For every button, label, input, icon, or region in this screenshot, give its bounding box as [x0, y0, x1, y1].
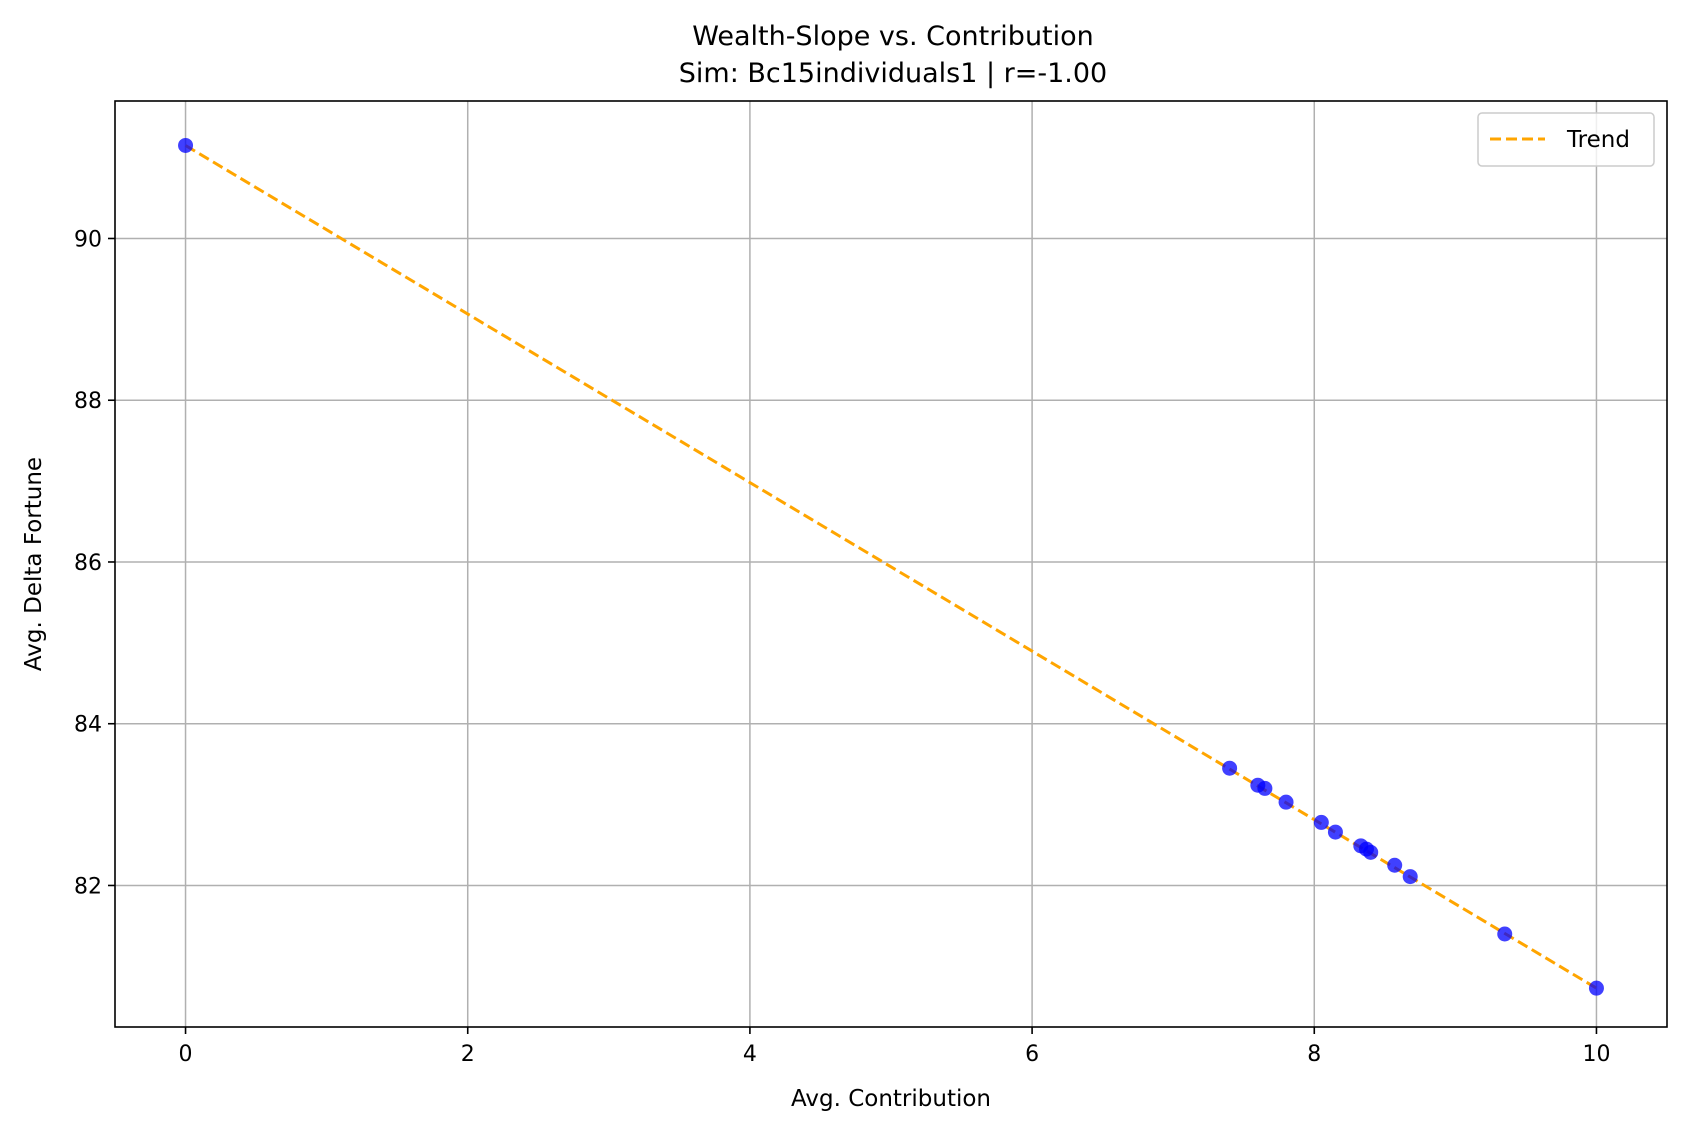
y-tick-label-0: 82 — [74, 874, 102, 899]
x-tick-label-4: 8 — [1307, 1042, 1321, 1067]
grid-lines — [115, 101, 1667, 1027]
y-tick-label-2: 86 — [74, 551, 102, 576]
y-axis-ticks: 82 84 86 88 90 — [74, 227, 115, 899]
chart-title: Wealth-Slope vs. Contribution — [692, 21, 1094, 52]
y-tick-label-1: 84 — [74, 713, 102, 738]
y-tick-label-4: 90 — [74, 227, 102, 252]
x-tick-label-2: 4 — [743, 1042, 757, 1067]
y-tick-label-3: 88 — [74, 389, 102, 414]
plot-frame — [114, 100, 1668, 1028]
data-point-13 — [1588, 980, 1604, 996]
data-point-5 — [1313, 814, 1329, 830]
data-point-10 — [1387, 857, 1403, 873]
x-axis-label: Avg. Contribution — [791, 1086, 991, 1112]
x-tick-label-1: 2 — [461, 1042, 475, 1067]
data-point-4 — [1278, 794, 1294, 810]
legend-box — [1477, 112, 1655, 167]
data-point-0 — [178, 137, 194, 153]
data-point-6 — [1327, 824, 1343, 840]
x-tick-label-5: 10 — [1582, 1042, 1610, 1067]
data-point-1 — [1222, 760, 1238, 776]
legend-trend-label: Trend — [1566, 127, 1630, 153]
data-point-11 — [1402, 869, 1418, 885]
x-axis-ticks: 0 2 4 6 8 10 — [179, 1027, 1610, 1067]
data-point-12 — [1497, 926, 1513, 942]
data-point-9 — [1363, 844, 1379, 860]
legend: Trend — [1477, 112, 1655, 167]
x-tick-label-3: 6 — [1025, 1042, 1039, 1067]
chart-subtitle: Sim: Bc15individuals1 | r=-1.00 — [679, 58, 1107, 89]
x-tick-label-0: 0 — [179, 1042, 193, 1067]
y-axis-label: Avg. Delta Fortune — [21, 457, 47, 671]
scatter-points — [178, 137, 1604, 996]
data-point-3 — [1257, 780, 1273, 796]
